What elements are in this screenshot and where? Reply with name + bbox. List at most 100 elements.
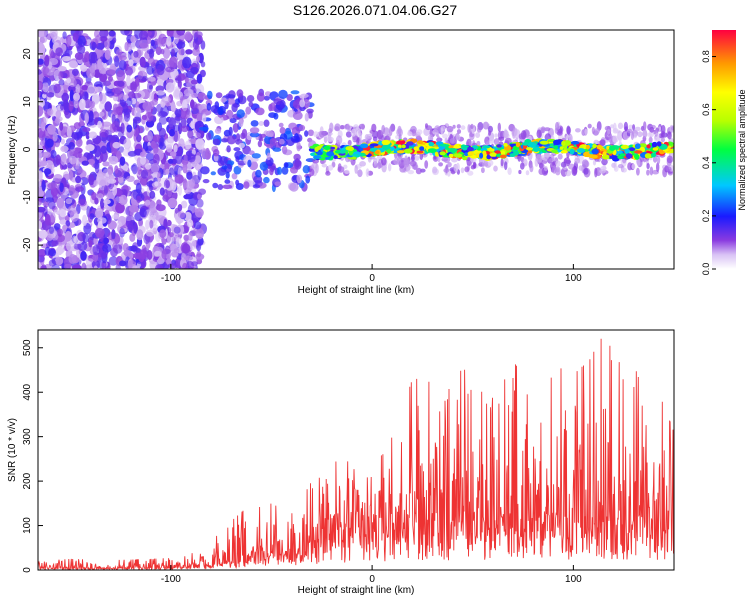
spectrogram-cell bbox=[69, 89, 75, 102]
spectrogram-cell bbox=[174, 108, 182, 118]
spectrogram-cell bbox=[183, 234, 190, 241]
spectrogram-cell bbox=[83, 223, 92, 235]
spectrogram-cell bbox=[381, 124, 386, 135]
spectrogram-cell bbox=[123, 249, 131, 257]
spectrogram-cell bbox=[255, 107, 265, 116]
spectrogram-cell bbox=[161, 249, 167, 260]
spectrogram-cell bbox=[314, 147, 319, 152]
spectrogram-cell bbox=[345, 131, 352, 138]
spectrogram-cell bbox=[488, 130, 492, 136]
spectrogram-cell bbox=[339, 150, 346, 154]
spectrogram-cell bbox=[313, 155, 321, 160]
spectrogram-cell bbox=[171, 48, 176, 57]
spectrogram-cell bbox=[520, 162, 525, 170]
spectrogram-cell bbox=[156, 78, 164, 86]
spectrogram-cell bbox=[81, 160, 90, 166]
spectrogram-cell bbox=[120, 30, 130, 36]
spectrogram-cell bbox=[555, 121, 560, 131]
spectrogram-cell bbox=[61, 56, 72, 62]
spectrogram-cell bbox=[187, 129, 194, 139]
spectrogram-cell bbox=[599, 139, 606, 147]
spectrogram-cell bbox=[427, 148, 437, 154]
spectrogram-cell bbox=[138, 253, 145, 263]
spectrogram-cell bbox=[130, 245, 138, 252]
spectrogram-cell bbox=[552, 165, 557, 174]
spectrogram-cell bbox=[115, 49, 123, 58]
spectrogram-cell bbox=[56, 197, 65, 209]
spectrogram-cell bbox=[196, 55, 200, 63]
spectrogram-cell bbox=[669, 125, 674, 133]
spectrogram-cell bbox=[41, 264, 47, 269]
spectrogram-cell bbox=[108, 256, 119, 266]
spectrogram-cell bbox=[73, 243, 82, 250]
spectrogram-cell bbox=[194, 83, 205, 95]
spectrogram-cell bbox=[59, 182, 64, 193]
spectrogram-cell bbox=[556, 130, 563, 136]
spectrogram-cell bbox=[535, 154, 543, 163]
spectrogram-cell bbox=[639, 143, 647, 149]
spectrogram-cell bbox=[146, 65, 154, 75]
spectrogram-cell bbox=[574, 157, 581, 164]
spectrogram-cell bbox=[42, 81, 49, 93]
spectrogram-cell bbox=[47, 108, 54, 116]
spectrogram-cell bbox=[194, 155, 202, 164]
spectrogram-cell bbox=[114, 55, 120, 68]
spectrogram-cell bbox=[91, 260, 100, 269]
spectrogram-cell bbox=[122, 108, 132, 115]
spectrogram-cell bbox=[171, 181, 177, 191]
spectrogram-cell bbox=[634, 154, 640, 160]
spectrogram-cell bbox=[553, 145, 559, 150]
spectrogram-cell bbox=[215, 92, 223, 99]
spectrogram-cell bbox=[104, 101, 112, 112]
spectrogram-cell bbox=[321, 163, 327, 168]
spectrogram-cell bbox=[176, 30, 186, 36]
spectrogram-cell bbox=[279, 127, 286, 134]
spectrogram-cell bbox=[235, 133, 241, 142]
spectrogram-cell bbox=[94, 145, 102, 158]
spectrogram-cell bbox=[107, 178, 117, 184]
spectrogram-cell bbox=[612, 135, 619, 143]
spectrogram-cell bbox=[334, 123, 341, 132]
spectrogram-cell bbox=[57, 66, 67, 72]
spectrogram-cell bbox=[260, 133, 266, 138]
spectrogram-cell bbox=[348, 150, 354, 156]
spectrogram-cell bbox=[424, 160, 429, 169]
spectrogram-cell bbox=[611, 162, 616, 168]
spectrogram-cell bbox=[185, 180, 195, 191]
spectrogram-cell bbox=[88, 110, 94, 123]
snr-y-axis-title: SNR (10 * v/v) bbox=[7, 418, 18, 482]
spectrogram-cell bbox=[636, 158, 641, 166]
spectrogram-cell bbox=[180, 107, 191, 119]
spectrogram-cell bbox=[483, 160, 489, 167]
spectrogram-cell bbox=[85, 144, 95, 152]
spectrogram-cell bbox=[183, 211, 192, 222]
spectrogram-cell bbox=[456, 124, 461, 129]
spectrogram-cell bbox=[226, 98, 236, 105]
spectrogram-cell bbox=[84, 112, 89, 124]
snr-y-ticks: 0 100 200 300 400 500 bbox=[22, 339, 43, 573]
spectrogram-cell bbox=[594, 128, 600, 134]
spectrogram-cell bbox=[291, 126, 301, 136]
y-tick-label: -20 bbox=[22, 237, 33, 252]
spectrogram-cell bbox=[354, 127, 361, 137]
spectrogram-cell bbox=[74, 186, 85, 192]
spectrogram-cell bbox=[212, 138, 221, 146]
colorbar-tick-label: 0.4 bbox=[701, 157, 711, 170]
spectrogram-cell bbox=[75, 84, 81, 94]
spectrogram-cell bbox=[38, 69, 42, 75]
spectrogram-cell-group bbox=[38, 30, 674, 269]
spectrogram-cell bbox=[49, 212, 56, 223]
spectrogram-cell bbox=[279, 138, 285, 145]
spectrogram-cell bbox=[407, 131, 413, 137]
spectrogram-cell bbox=[247, 159, 252, 168]
spectrogram-cell bbox=[114, 168, 125, 178]
spectrogram-cell bbox=[302, 165, 310, 174]
spectrogram-cell bbox=[581, 159, 589, 169]
spectrogram-cell bbox=[249, 127, 260, 134]
spectrogram-cell bbox=[84, 52, 90, 62]
spectrogram-cell bbox=[657, 156, 661, 165]
spectrogram-cell bbox=[99, 150, 108, 162]
spectrogram-cell bbox=[343, 164, 348, 169]
spectrogram-cell bbox=[413, 146, 419, 151]
spectrogram-cell bbox=[149, 48, 155, 59]
